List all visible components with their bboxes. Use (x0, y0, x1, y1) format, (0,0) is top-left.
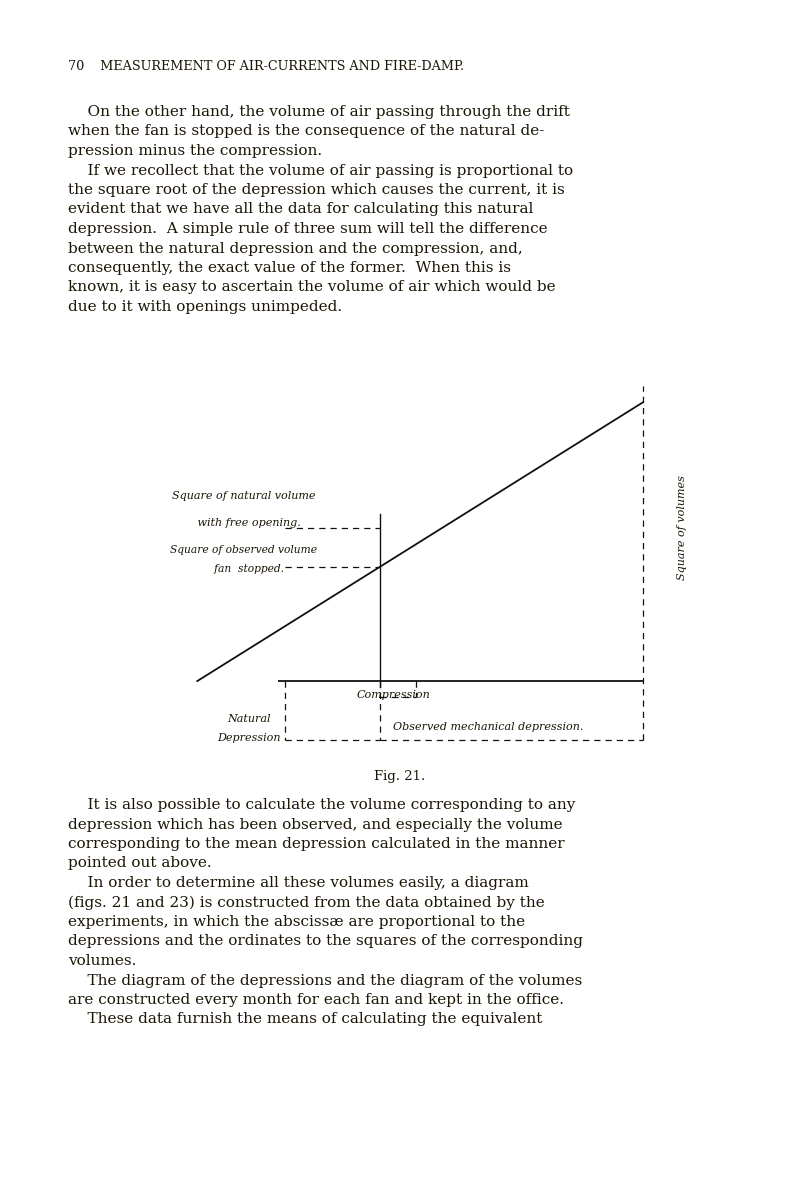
Text: evident that we have all the data for calculating this natural: evident that we have all the data for ca… (68, 203, 534, 217)
Text: The diagram of the depressions and the diagram of the volumes: The diagram of the depressions and the d… (68, 974, 582, 988)
Text: Square of observed volume: Square of observed volume (170, 546, 317, 555)
Text: are constructed every month for each fan and kept in the office.: are constructed every month for each fan… (68, 993, 564, 1007)
Text: depressions and the ordinates to the squares of the corresponding: depressions and the ordinates to the squ… (68, 935, 583, 949)
Text: In order to determine all these volumes easily, a diagram: In order to determine all these volumes … (68, 876, 529, 890)
Text: 70    MEASUREMENT OF AIR-CURRENTS AND FIRE-DAMP.: 70 MEASUREMENT OF AIR-CURRENTS AND FIRE-… (68, 60, 464, 74)
Text: due to it with openings unimpeded.: due to it with openings unimpeded. (68, 300, 342, 314)
Text: Natural: Natural (226, 714, 270, 725)
Text: known, it is easy to ascertain the volume of air which would be: known, it is easy to ascertain the volum… (68, 281, 556, 294)
Text: Depression: Depression (217, 733, 280, 744)
Text: depression.  A simple rule of three sum will tell the difference: depression. A simple rule of three sum w… (68, 222, 548, 236)
Text: fan  stopped.: fan stopped. (204, 565, 284, 574)
Text: (figs. 21 and 23) is constructed from the data obtained by the: (figs. 21 and 23) is constructed from th… (68, 895, 545, 910)
Text: depression which has been observed, and especially the volume: depression which has been observed, and … (68, 817, 562, 831)
Text: Square of volumes: Square of volumes (677, 476, 687, 580)
Text: Square of natural volume: Square of natural volume (172, 491, 315, 500)
Text: between the natural depression and the compression, and,: between the natural depression and the c… (68, 242, 522, 255)
Text: Compression: Compression (356, 690, 430, 700)
Text: experiments, in which the abscissæ are proportional to the: experiments, in which the abscissæ are p… (68, 916, 525, 929)
Text: Fig. 21.: Fig. 21. (374, 770, 426, 783)
Text: pointed out above.: pointed out above. (68, 856, 212, 871)
Text: If we recollect that the volume of air passing is proportional to: If we recollect that the volume of air p… (68, 164, 573, 178)
Text: It is also possible to calculate the volume corresponding to any: It is also possible to calculate the vol… (68, 798, 575, 812)
Text: Observed mechanical depression.: Observed mechanical depression. (394, 721, 584, 732)
Text: pression minus the compression.: pression minus the compression. (68, 144, 322, 158)
Text: when the fan is stopped is the consequence of the natural de-: when the fan is stopped is the consequen… (68, 125, 544, 139)
Text: corresponding to the mean depression calculated in the manner: corresponding to the mean depression cal… (68, 837, 565, 852)
Text: volumes.: volumes. (68, 954, 136, 968)
Text: the square root of the depression which causes the current, it is: the square root of the depression which … (68, 183, 565, 197)
Text: consequently, the exact value of the former.  When this is: consequently, the exact value of the for… (68, 261, 511, 275)
Text: On the other hand, the volume of air passing through the drift: On the other hand, the volume of air pas… (68, 106, 570, 119)
Text: with free opening.: with free opening. (186, 518, 301, 529)
Text: These data furnish the means of calculating the equivalent: These data furnish the means of calculat… (68, 1013, 542, 1027)
